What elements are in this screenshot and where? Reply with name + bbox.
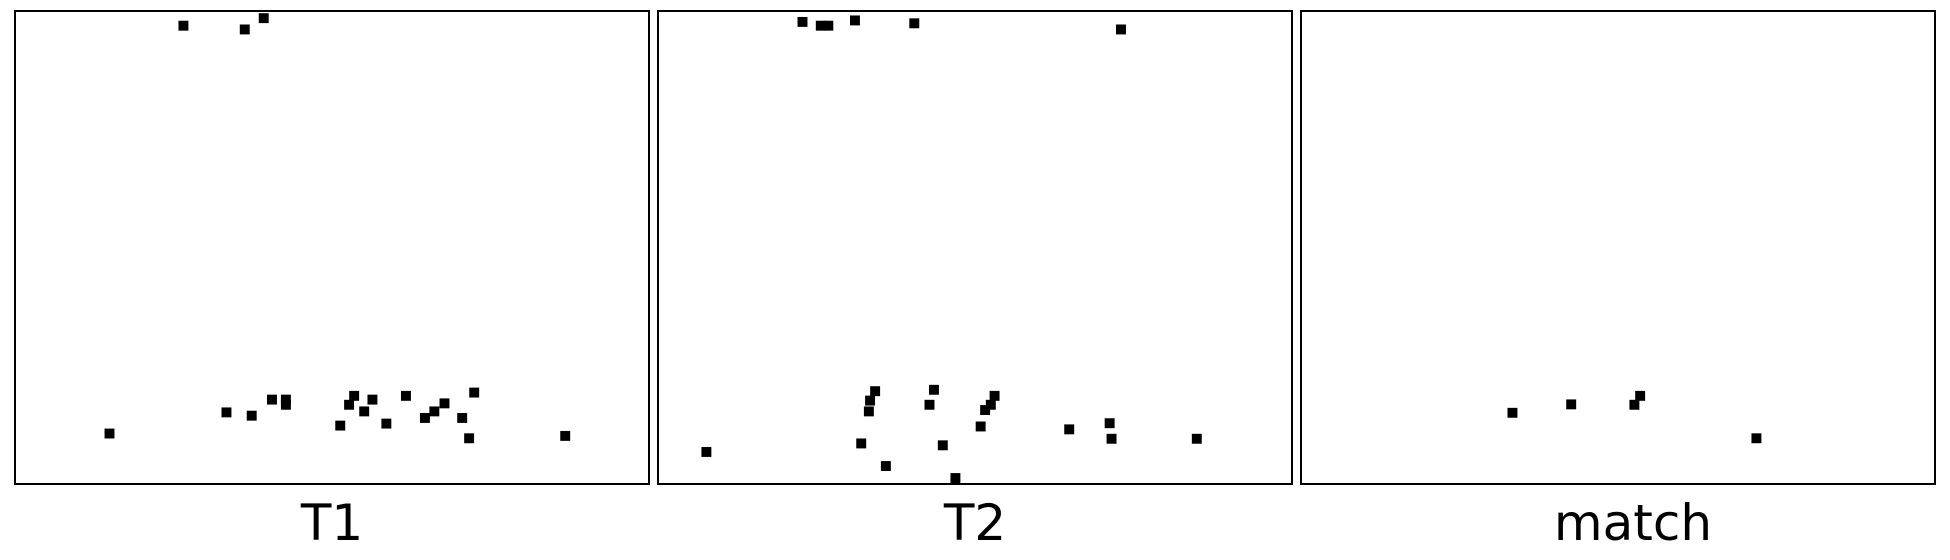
t2-point — [815, 20, 826, 31]
t1-point — [335, 420, 346, 431]
t2-point — [989, 390, 1000, 401]
t1-point — [439, 398, 450, 409]
t1-point — [239, 24, 250, 35]
match-point — [1566, 399, 1577, 410]
t1-point — [457, 412, 468, 423]
t2-point — [856, 438, 867, 449]
panel-t2-points — [701, 15, 1202, 483]
t2-point — [985, 399, 996, 410]
t2-point — [950, 473, 961, 483]
t2-point — [1191, 433, 1202, 444]
t1-point — [280, 399, 291, 410]
t1-point — [367, 394, 378, 405]
t2-point — [849, 15, 860, 26]
match-point — [1751, 433, 1762, 444]
t2-point — [823, 20, 834, 31]
t2-point — [1104, 418, 1115, 429]
t2-point — [863, 406, 874, 417]
t1-point — [221, 407, 232, 418]
t1-point — [400, 390, 411, 401]
t1-point — [349, 390, 360, 401]
t1-point — [429, 406, 440, 417]
match-point — [1635, 390, 1646, 401]
t1-point — [464, 433, 475, 444]
panel-t1-plot — [14, 10, 650, 485]
t2-point — [797, 16, 808, 27]
t2-point — [980, 405, 991, 415]
panel-t2-plot — [657, 10, 1293, 485]
t2-point — [909, 18, 920, 29]
t1-point — [359, 406, 370, 417]
panel-match-points — [1507, 390, 1762, 444]
t2-point — [1116, 24, 1126, 35]
match-point — [1629, 399, 1640, 410]
t1-point — [258, 13, 269, 24]
t1-point — [419, 412, 430, 423]
t1-point — [104, 428, 115, 439]
t2-point — [701, 447, 712, 457]
panel-t1-points — [104, 13, 571, 444]
panel-match-label: match — [1553, 494, 1713, 552]
t2-point — [975, 421, 986, 432]
t2-point — [880, 461, 891, 472]
t2-point — [937, 440, 948, 451]
t2-point — [865, 395, 876, 406]
t2-point — [1106, 433, 1117, 444]
t1-point — [246, 410, 257, 421]
t1-point — [560, 430, 571, 441]
t1-point — [381, 418, 392, 429]
t1-point — [280, 394, 291, 405]
panel-match-plot — [1300, 10, 1936, 485]
t1-point — [344, 399, 355, 410]
t2-point — [924, 399, 935, 410]
panel-t2-label: T2 — [943, 494, 1007, 552]
t2-point — [928, 384, 939, 395]
t1-point — [469, 387, 480, 398]
panel-t1-label: T1 — [300, 494, 364, 552]
t1-point — [267, 394, 277, 405]
match-point — [1507, 407, 1518, 418]
t2-point — [1064, 424, 1075, 435]
t2-point — [870, 386, 881, 397]
t1-point — [178, 20, 189, 31]
